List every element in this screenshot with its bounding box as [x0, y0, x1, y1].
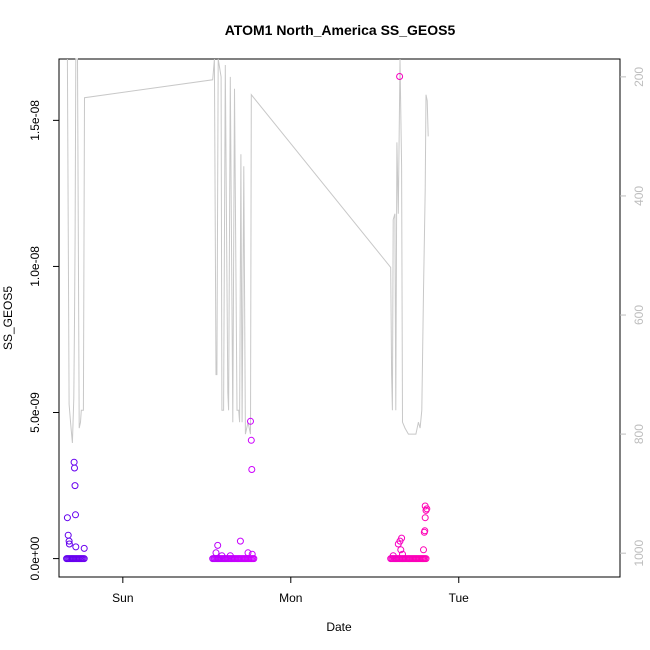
data-point — [71, 482, 79, 490]
data-point — [396, 73, 404, 80]
data-point — [398, 534, 406, 542]
y2-tick-label: 600 — [632, 305, 646, 325]
data-point — [70, 458, 78, 466]
data-point — [72, 511, 79, 519]
y-tick-label: 1.0e-08 — [28, 246, 42, 287]
y-tick-label: 1.5e-08 — [28, 100, 42, 141]
plot-frame — [58, 58, 621, 578]
data-point — [80, 555, 88, 563]
chart-title: ATOM1 North_America SS_GEOS5 — [225, 22, 456, 38]
data-point — [422, 555, 430, 563]
pressure-line — [66, 58, 429, 444]
data-point — [72, 543, 80, 551]
data-point — [63, 514, 71, 522]
data-point — [65, 537, 73, 545]
y2-tick-label: 200 — [632, 67, 646, 87]
data-point — [247, 417, 254, 425]
data-point — [64, 531, 72, 539]
data-point — [421, 527, 429, 535]
y2-tick-label: 800 — [632, 424, 646, 444]
data-point — [389, 552, 397, 560]
x-tick-label: Tue — [449, 591, 470, 605]
points-layer — [63, 73, 431, 563]
data-point — [80, 544, 88, 552]
x-axis-label: Date — [326, 620, 352, 634]
y-tick-label: 5.0e-09 — [28, 392, 42, 433]
data-point — [248, 466, 256, 473]
data-point — [244, 549, 252, 557]
y2-axis: 200 400 600 800 1000 — [620, 67, 646, 567]
x-tick-label: Sun — [112, 591, 133, 605]
secondary-line-layer — [66, 58, 429, 444]
data-point — [212, 549, 220, 557]
data-point — [421, 514, 429, 522]
y-axis: 0.0e+00 5.0e-09 1.0e-08 1.5e-08 — [28, 100, 59, 580]
x-axis: Sun Mon Tue — [112, 577, 469, 605]
data-point — [248, 550, 256, 558]
data-point — [399, 550, 406, 558]
y-tick-label: 0.0e+00 — [28, 536, 42, 580]
data-point — [420, 546, 427, 554]
data-point — [226, 552, 234, 560]
data-point — [214, 541, 222, 549]
x-tick-label: Mon — [279, 591, 302, 605]
y2-tick-label: 400 — [632, 186, 646, 206]
data-point — [71, 464, 78, 472]
data-point — [218, 552, 226, 560]
data-point — [247, 436, 255, 444]
data-point — [250, 555, 258, 563]
y-axis-label: SS_GEOS5 — [1, 286, 15, 350]
y2-tick-label: 1000 — [632, 540, 646, 567]
data-point — [397, 546, 405, 554]
data-point — [423, 505, 431, 513]
data-point — [236, 537, 244, 545]
data-point — [65, 540, 73, 548]
